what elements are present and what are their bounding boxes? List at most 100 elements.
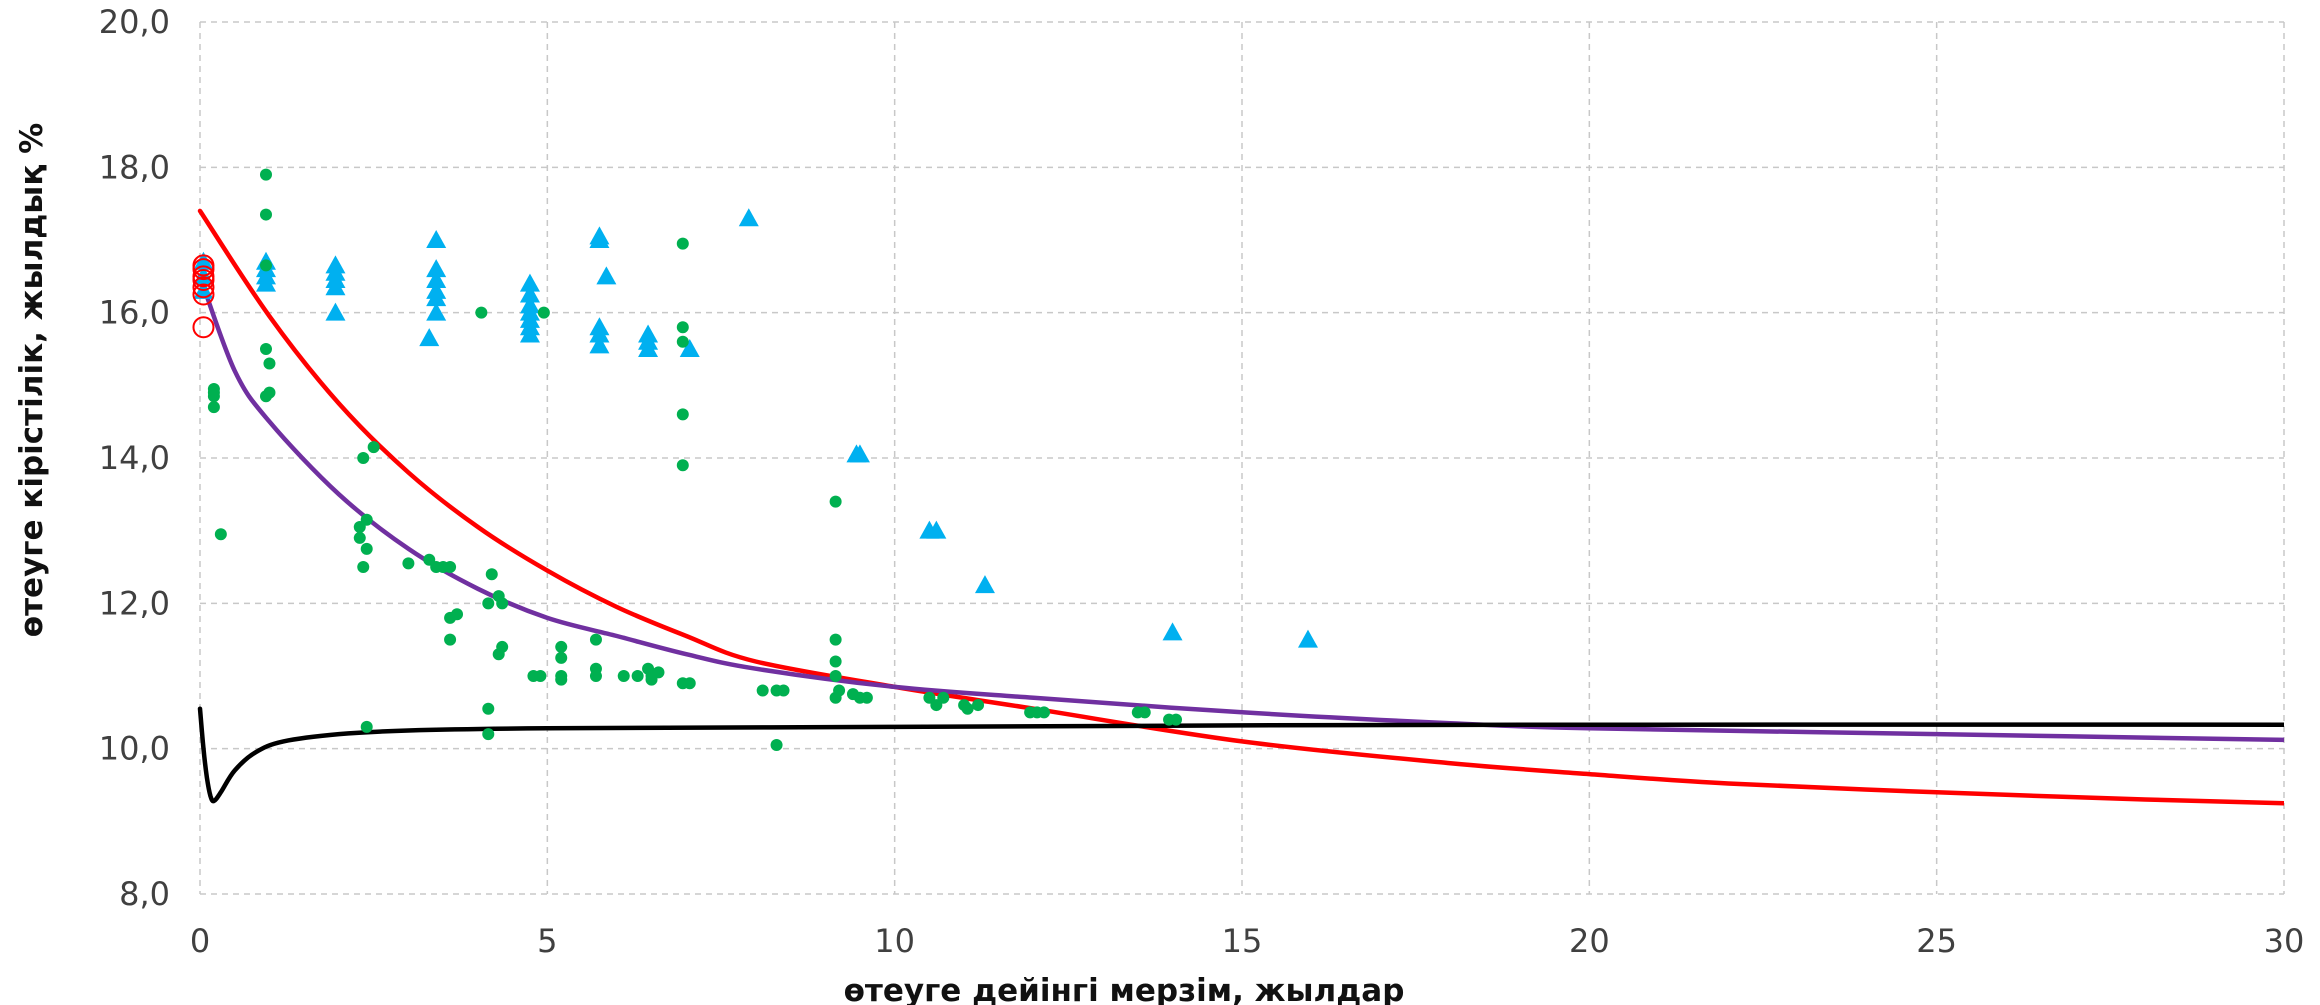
circle-point [961,702,974,715]
circle-point [207,401,220,414]
circle-point [829,633,842,646]
triangle-point [325,277,346,296]
x-tick-label: 10 [874,922,915,960]
x-tick-label: 25 [1916,922,1957,960]
curves-group [197,208,2284,806]
circle-point [756,684,769,697]
circle-point [360,513,373,526]
circle-point [353,531,366,544]
triangle-point [849,444,870,463]
triangle-point [519,324,540,343]
circle-point [829,670,842,682]
y-tick-label: 8,0 [119,875,170,913]
triangle-point [679,339,700,357]
circle-point [1138,706,1151,719]
circle-point [1038,706,1051,719]
circle-point [475,306,488,319]
circle-point [555,651,568,664]
triangle-point [426,269,447,288]
circle-point [444,633,457,646]
triangle-point [638,339,659,357]
open-circle-point [192,283,215,306]
x-tick-label: 0 [190,922,210,960]
x-tick-label: 15 [1222,922,1263,960]
grid [199,21,2285,895]
circle-point [652,666,665,679]
circle-point [402,557,415,570]
triangle-point [426,230,447,248]
fitted-curve-line [197,706,2284,804]
circle-point [482,728,495,741]
circle-point [482,597,495,610]
circle-point [263,357,276,370]
triangle-point [255,273,276,292]
circle-point [676,459,689,472]
circle-point [357,452,370,464]
circle-point [676,237,689,250]
circle-point [555,673,568,686]
tick-labels: 8,0 10,0 12,0 14,0 16,0 18,0 20,0 0 5 10 15 20 25 30 [99,3,2305,960]
y-axis-title: өтеуге кірістілік, жылдық % [14,123,50,637]
circle-point [451,608,464,621]
circle-point [829,655,842,668]
x-tick-label: 30 [2264,922,2305,960]
triangle-point [519,273,540,292]
circle-point [259,259,272,272]
open-circle-point [192,316,215,339]
triangle-point [738,208,759,227]
circle-point [444,561,457,573]
triangle-point [426,288,447,307]
circle-point [259,343,272,355]
circle-point [482,702,495,715]
open-circle-point [192,268,215,291]
circle-point [937,691,950,704]
circle-point [589,633,602,646]
circle-point [770,739,783,752]
circle-point [589,670,602,682]
y-tick-label: 14,0 [99,439,170,477]
circle-point [207,390,220,403]
triangle-point [426,259,447,278]
circle-point [496,597,509,610]
circle-point [676,408,689,421]
y-tick-label: 10,0 [99,730,170,768]
circle-point [829,495,842,508]
circle-point [259,208,272,221]
triangle-point [589,335,610,354]
circle-point [676,335,689,348]
circle-point [537,306,550,319]
x-tick-label: 5 [537,922,557,960]
triangle-point [596,266,617,285]
triangle-point [426,302,447,321]
open-circle-point [192,258,215,281]
circle-point [683,677,696,690]
y-tick-label: 18,0 [99,148,170,186]
triangle-point [1162,622,1183,641]
circle-point [367,441,380,454]
triangle-point [519,284,540,303]
fitted-curve-line [197,208,2284,806]
y-tick-label: 12,0 [99,584,170,622]
circle-point [617,670,630,682]
circle-point [555,640,568,653]
x-tick-label: 20 [1569,922,1610,960]
triangle-point [1297,629,1318,648]
open-circle-point [192,276,215,299]
circle-point [833,684,846,697]
circle-point [972,699,985,712]
circle-point [1170,713,1183,726]
points-group [192,168,1318,752]
circle-point [360,720,373,733]
circle-point [263,386,276,399]
fitted-curve-line [197,274,2284,743]
triangle-point [589,230,610,248]
triangle-point [193,251,214,270]
triangle-point [419,328,440,347]
circle-point [259,168,272,181]
circle-point [631,670,644,682]
circle-point [496,640,509,653]
circle-point [357,561,370,573]
circle-point [485,568,498,581]
circle-point [777,684,790,697]
